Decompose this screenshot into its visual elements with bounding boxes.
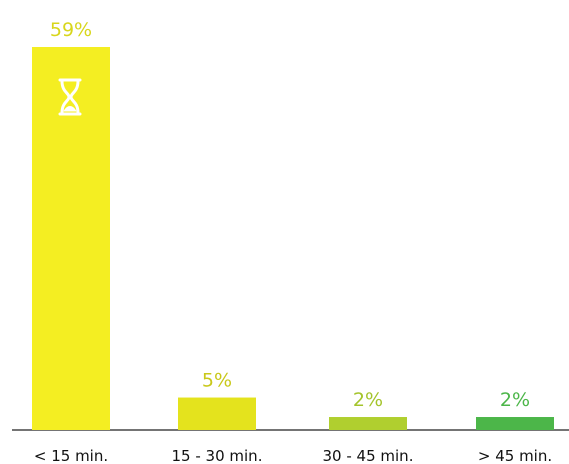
value-label: 2% [353,389,383,411]
bar [329,417,407,430]
category-label: > 45 min. [478,447,552,464]
bar [476,417,554,430]
bar [32,47,110,430]
hourglass-icon [58,78,82,116]
bar [178,397,256,430]
category-label: 15 - 30 min. [172,447,263,464]
category-label: < 15 min. [34,447,108,464]
value-label: 59% [50,19,92,41]
value-label: 5% [202,370,232,392]
category-label: 30 - 45 min. [323,447,414,464]
value-label: 2% [500,389,530,411]
